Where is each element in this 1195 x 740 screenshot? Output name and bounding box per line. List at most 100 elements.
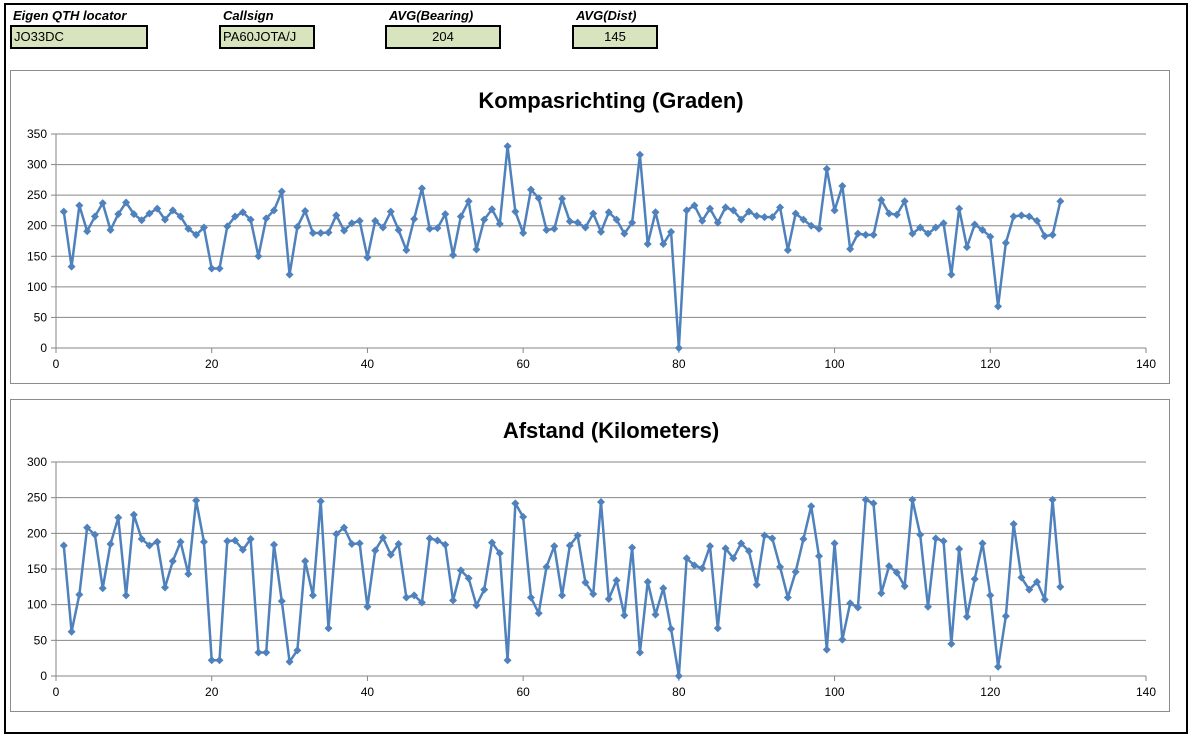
distance-data-point [262,648,271,657]
bearing-data-point [822,164,831,173]
avg-dist-label: AVG(Dist) [576,8,637,23]
bearing-data-point [916,223,925,232]
distance-data-point [581,578,590,587]
distance-data-point [199,537,208,546]
distance-data-point [635,648,644,657]
bearing-data-point [441,210,450,219]
bearing-data-point [861,230,870,239]
distance-data-point [488,538,496,547]
bearing-data-point [340,226,349,235]
distance-data-point [760,531,769,540]
distance-x-tick-label: 140 [1136,685,1156,699]
bearing-y-tick-label: 100 [27,280,47,294]
distance-data-point [355,539,364,548]
bearing-data-point [207,264,216,273]
distance-data-point [924,602,932,611]
distance-data-point [1025,585,1034,594]
bearing-data-point [511,207,520,216]
distance-x-tick-label: 20 [205,685,219,699]
distance-data-point [129,510,138,519]
distance-data-point [495,549,504,558]
distance-data-point [558,591,567,600]
distance-data-point [285,657,294,666]
bearing-data-point [558,194,567,203]
bearing-chart: Kompasrichting (Graden)05010015020025030… [27,88,1156,371]
distance-data-point [651,610,660,619]
bearing-data-point [877,196,886,205]
avg-dist-field[interactable]: 145 [572,25,658,49]
bearing-y-tick-label: 0 [40,341,47,355]
distance-data-point [184,569,193,578]
distance-data-point [1017,573,1026,582]
bearing-data-point [1025,212,1034,221]
bearing-data-point [807,221,816,230]
bearing-data-point [752,211,761,220]
distance-data-point [729,554,738,563]
bearing-data-point [760,213,769,222]
bearing-data-point [59,207,68,216]
bearing-data-point [324,228,333,237]
distance-data-point [270,540,278,549]
bearing-data-point [651,208,660,217]
bearing-data-point [394,225,403,234]
bearing-data-point [612,215,621,224]
distance-data-point [480,585,489,594]
locator-field[interactable]: JO33DC [10,25,148,49]
distance-data-point [744,547,753,556]
bearing-data-point [1001,238,1010,247]
bearing-data-point [682,206,691,215]
bearing-data-point [1048,230,1057,239]
bearing-data-point [488,205,496,214]
bearing-data-point [643,240,652,249]
distance-data-point [449,596,458,605]
bearing-data-point [955,204,964,213]
distance-data-point [565,541,574,550]
distance-y-tick-label: 100 [27,598,47,612]
bearing-data-point [885,209,894,218]
bearing-data-point [526,185,535,194]
bearing-x-tick-label: 0 [53,357,60,371]
distance-data-point [815,552,823,561]
callsign-field[interactable]: PA60JOTA/J [219,25,315,49]
distance-x-tick-label: 80 [672,685,686,699]
bearing-data-point [503,142,512,151]
distance-data-point [168,557,177,566]
bearing-data-point [480,215,489,224]
bearing-data-point [129,210,138,219]
distance-data-point [526,593,535,602]
bearing-data-point [402,246,411,255]
bearing-data-point [433,224,442,233]
distance-data-point [59,541,68,550]
distance-data-point [939,537,948,546]
bearing-data-point [1033,216,1041,225]
distance-data-point [98,584,107,593]
distance-data-point [371,546,380,555]
distance-data-point [931,534,940,543]
distance-data-point [114,513,123,522]
distance-data-point [223,537,232,546]
distance-data-point [791,567,800,576]
distance-data-point [853,603,862,612]
distance-data-point [885,562,894,571]
bearing-x-tick-label: 120 [980,357,1000,371]
distance-data-point [137,535,146,544]
distance-data-point [441,540,450,549]
distance-data-point [464,574,473,583]
bearing-data-point [900,197,909,206]
distance-data-point [1040,595,1049,604]
bearing-data-point [924,229,932,238]
bearing-data-point [262,214,271,223]
bearing-data-point [962,243,971,252]
bearing-data-point [698,216,707,225]
avg-bearing-field[interactable]: 204 [385,25,501,49]
bearing-data-point [791,209,800,218]
distance-data-point [970,574,979,583]
bearing-data-point [215,264,224,273]
distance-data-point [861,495,870,504]
bearing-data-point [838,181,847,190]
distance-data-point [1001,612,1010,621]
distance-data-point [620,611,629,620]
distance-data-point [550,542,559,551]
bearing-data-point [635,150,644,159]
distance-data-point [456,566,465,575]
